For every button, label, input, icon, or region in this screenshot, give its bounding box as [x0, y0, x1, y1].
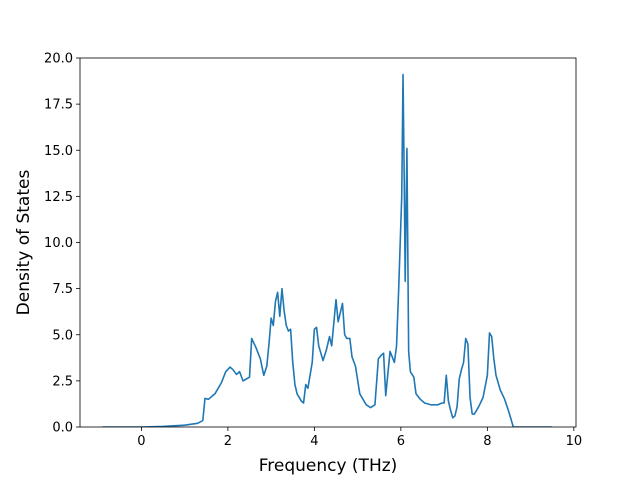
- dos-series-line: [102, 73, 553, 427]
- y-tick-label: 12.5: [44, 190, 73, 205]
- y-axis: 0.0 2.5 5.0 7.5 10.0 12.5 15.0 17.5 20.0: [44, 52, 80, 436]
- x-axis: 0 2 4 6 8 10: [137, 427, 582, 449]
- y-tick-label: 0.0: [52, 421, 73, 436]
- x-tick-label: 4: [310, 434, 318, 449]
- y-axis-label: Density of States: [14, 170, 34, 316]
- y-tick-label: 17.5: [44, 98, 73, 113]
- x-tick-label: 2: [224, 434, 232, 449]
- x-tick-label: 6: [397, 434, 405, 449]
- plot-frame: [79, 57, 577, 428]
- y-tick-label: 2.5: [52, 374, 73, 389]
- plot-area: [79, 57, 577, 428]
- y-tick-label: 10.0: [44, 236, 73, 251]
- y-tick-label: 20.0: [44, 52, 73, 67]
- x-tick-label: 10: [566, 434, 583, 449]
- y-tick-label: 15.0: [44, 144, 73, 159]
- x-tick-label: 0: [137, 434, 145, 449]
- y-tick-label: 7.5: [52, 282, 73, 297]
- y-tick-label: 5.0: [52, 328, 73, 343]
- x-tick-label: 8: [483, 434, 491, 449]
- x-axis-label: Frequency (THz): [259, 456, 398, 476]
